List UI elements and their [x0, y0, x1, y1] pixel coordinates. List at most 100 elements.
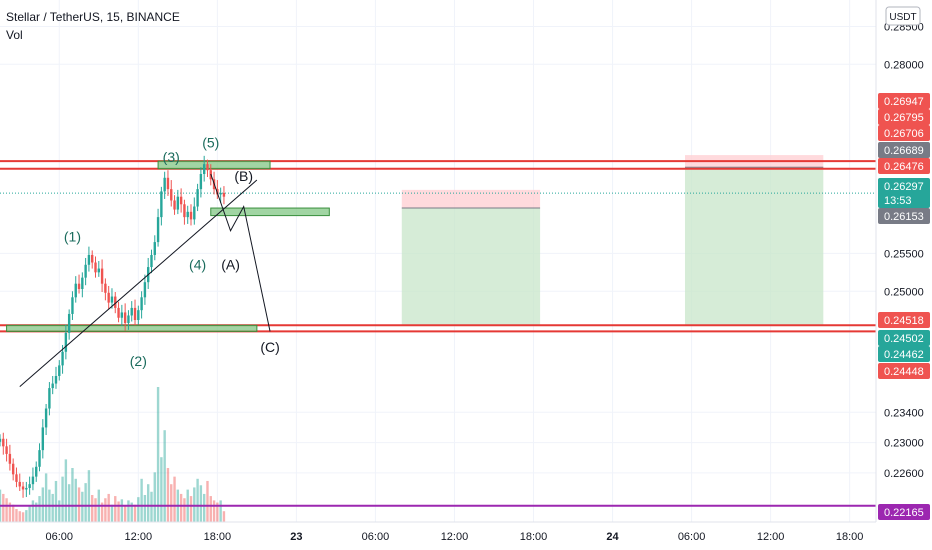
volume-bar — [170, 484, 173, 522]
volume-bar — [199, 485, 203, 522]
volume-bar — [87, 470, 91, 522]
wave-label: (3) — [163, 149, 180, 165]
wave-labels: (1) (2) (3) (4) (5) (A) (B) (C) — [64, 135, 280, 370]
volume-bar — [104, 498, 107, 522]
volume-bar — [123, 505, 127, 522]
price-tag — [878, 504, 930, 520]
candle-body — [117, 307, 120, 318]
volume-bar — [117, 501, 120, 522]
time-tick-label: 18:00 — [520, 531, 548, 543]
volume-bar — [71, 468, 74, 522]
volume-bar — [179, 493, 183, 522]
trend-line[interactable] — [19, 179, 258, 387]
take-profit-box[interactable] — [401, 208, 541, 326]
wave-label: (C) — [260, 339, 279, 355]
price-tag-label: 0.26689 — [884, 145, 924, 157]
volume-bar — [54, 480, 58, 522]
volume-bar — [130, 502, 133, 522]
price-tick-label: 0.23000 — [884, 438, 924, 450]
volume-bar — [51, 493, 54, 522]
price-tag — [878, 125, 930, 141]
candle-body — [64, 332, 68, 352]
candle-body — [114, 296, 117, 308]
candle-body — [41, 427, 45, 451]
candle-body — [11, 463, 15, 475]
price-tick-label: 0.22600 — [884, 468, 924, 480]
volume-bar — [140, 478, 143, 522]
stop-loss-box[interactable] — [401, 189, 541, 209]
volume-bar — [150, 491, 153, 522]
zone-rectangle[interactable] — [6, 324, 258, 332]
volume-indicator-label[interactable]: Vol — [6, 28, 23, 42]
candle-body — [133, 307, 137, 321]
candle-body — [48, 388, 51, 409]
candle-body — [21, 486, 25, 490]
volume-bar — [137, 497, 140, 522]
time-tick-label: 06:00 — [46, 531, 74, 543]
price-tag-label: 0.26297 — [884, 181, 924, 193]
candle-body — [150, 254, 153, 268]
price-tick-label: 0.25500 — [884, 248, 924, 260]
time-tick-label: 06:00 — [362, 531, 390, 543]
candle-body — [71, 297, 74, 314]
volume-bar — [189, 496, 193, 522]
volume-bar — [209, 496, 212, 522]
candle-body — [8, 453, 12, 464]
zone-rectangles[interactable] — [6, 160, 330, 332]
candle-body — [87, 254, 91, 265]
volume-bar — [114, 496, 117, 522]
wave-label: (A) — [221, 256, 240, 272]
candle-body — [28, 484, 31, 488]
abc-projection-path[interactable] — [210, 173, 271, 332]
volume-bars — [0, 387, 226, 522]
candle-body — [67, 313, 71, 333]
zone-rectangle[interactable] — [157, 160, 271, 170]
symbol-title[interactable]: Stellar / TetherUS, 15, BINANCE — [6, 10, 180, 24]
candle-body — [38, 450, 41, 467]
volume-bar — [156, 387, 160, 522]
price-axis[interactable]: 0.285000.280000.255000.250000.234000.230… — [884, 21, 924, 479]
volume-bar — [160, 457, 163, 522]
volume-bar — [18, 511, 21, 522]
candle-body — [222, 192, 226, 197]
candle-body — [183, 204, 186, 218]
zone-rectangle[interactable] — [210, 207, 330, 217]
candle-body — [15, 474, 18, 482]
time-tick-label: 24 — [606, 531, 619, 543]
candle-body — [163, 177, 166, 192]
position-boxes[interactable] — [401, 155, 824, 326]
candle-body — [156, 217, 160, 243]
candle-body — [153, 242, 156, 255]
time-axis[interactable]: 06:00 12:00 18:00 23 06:00 12:00 18:00 24 06:00 1… — [46, 531, 864, 543]
price-tag — [878, 178, 930, 208]
volume-bar — [107, 493, 110, 522]
candle-body — [2, 438, 5, 447]
candle-body — [202, 164, 206, 174]
candle-body — [196, 189, 199, 207]
candle-body — [77, 283, 81, 289]
volume-bar — [81, 491, 84, 522]
countdown-label: 13:53 — [884, 195, 912, 207]
candle-body — [100, 268, 104, 284]
candle-body — [61, 351, 64, 366]
candle-body — [160, 191, 163, 218]
candle-body — [94, 262, 97, 273]
volume-bar — [31, 500, 35, 522]
volume-bar — [100, 502, 104, 522]
price-tag — [878, 142, 930, 158]
candle-body — [25, 487, 28, 490]
volume-bar — [146, 484, 150, 522]
wave-label: (1) — [64, 228, 81, 244]
price-tag-label: 0.22165 — [884, 507, 924, 519]
candle-body — [35, 466, 38, 477]
candle-body — [54, 375, 58, 384]
volume-bar — [21, 512, 25, 522]
volume-bar — [8, 502, 12, 522]
currency-button[interactable] — [885, 6, 921, 26]
volume-bar — [163, 430, 166, 522]
candle-body — [0, 438, 2, 442]
drawings[interactable] — [19, 173, 271, 387]
take-profit-box[interactable] — [684, 167, 824, 326]
